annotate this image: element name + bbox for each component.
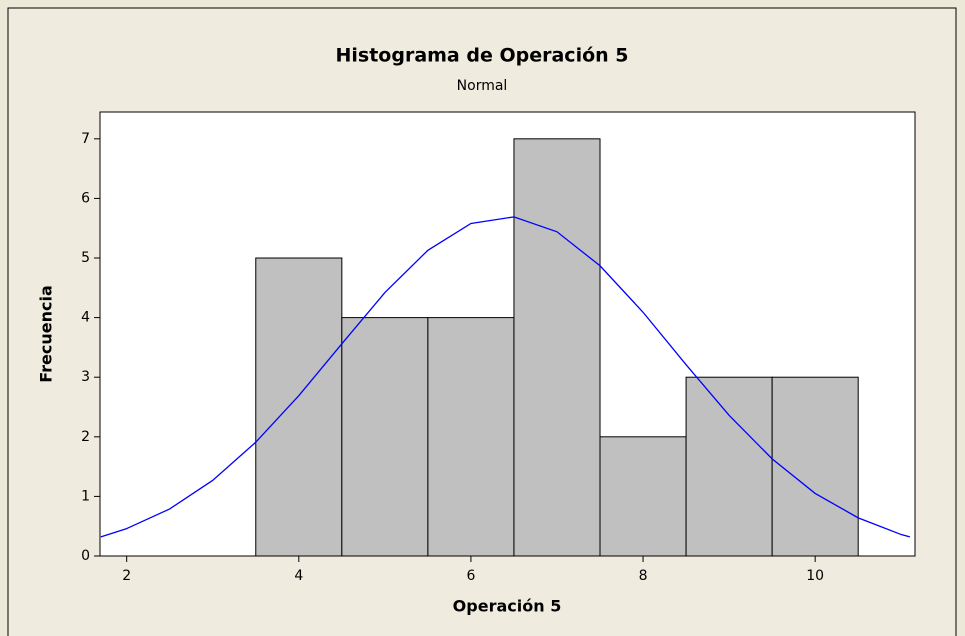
bar — [341, 317, 429, 557]
x-tick-label: 6 — [466, 568, 475, 584]
bar — [427, 317, 515, 557]
y-tick-label: 5 — [81, 250, 90, 266]
bar — [513, 138, 601, 557]
normal-curve — [100, 216, 911, 538]
bar — [599, 436, 687, 557]
chart-subtitle: Normal — [457, 78, 508, 94]
x-tick-label: 2 — [122, 568, 131, 584]
y-tick-label: 6 — [81, 190, 90, 206]
y-tick-label: 7 — [81, 131, 90, 147]
x-axis-title: Operación 5 — [453, 597, 562, 616]
bar — [255, 257, 343, 557]
y-tick-label: 4 — [81, 310, 90, 326]
chart-title: Histograma de Operación 5 — [335, 45, 628, 67]
bar — [685, 376, 773, 557]
y-axis-title: Frecuencia — [37, 285, 56, 383]
y-tick-label: 1 — [81, 488, 90, 504]
plot-frame — [99, 111, 916, 557]
y-tick-label: 3 — [81, 369, 90, 385]
y-tick-label: 0 — [81, 548, 90, 564]
x-tick-label: 8 — [639, 568, 648, 584]
y-tick-label: 2 — [81, 429, 90, 445]
x-tick-label: 10 — [806, 568, 824, 584]
bar — [771, 376, 859, 557]
x-tick-label: 4 — [294, 568, 303, 584]
